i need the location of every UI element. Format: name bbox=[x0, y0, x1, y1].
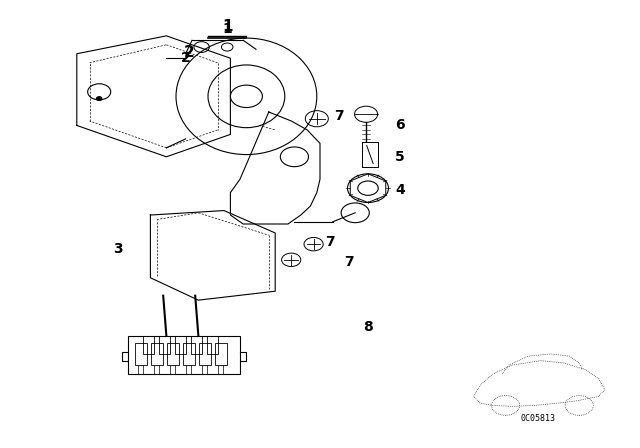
Text: 5: 5 bbox=[395, 150, 405, 164]
Bar bbox=[143, 336, 154, 354]
Text: 4: 4 bbox=[395, 183, 405, 198]
Text: 1: 1 bbox=[222, 22, 232, 36]
Text: 2: 2 bbox=[184, 46, 194, 60]
Text: 6: 6 bbox=[395, 118, 405, 133]
Bar bbox=[191, 336, 202, 354]
Bar bbox=[199, 343, 211, 365]
Bar bbox=[151, 343, 163, 365]
Bar bbox=[128, 336, 240, 374]
Bar bbox=[159, 336, 170, 354]
Text: 2: 2 bbox=[180, 51, 191, 65]
Text: 1: 1 bbox=[222, 19, 232, 34]
Bar bbox=[135, 343, 147, 365]
Bar bbox=[175, 336, 186, 354]
Text: 7: 7 bbox=[334, 109, 344, 124]
Bar bbox=[167, 343, 179, 365]
Bar bbox=[215, 343, 227, 365]
Text: 7: 7 bbox=[324, 235, 335, 249]
Bar bbox=[207, 336, 218, 354]
Text: 7: 7 bbox=[344, 255, 354, 269]
Bar bbox=[183, 343, 195, 365]
Circle shape bbox=[97, 97, 102, 100]
Text: 0C05813: 0C05813 bbox=[520, 414, 555, 423]
Text: 8: 8 bbox=[363, 320, 373, 334]
Text: 3: 3 bbox=[113, 241, 124, 256]
